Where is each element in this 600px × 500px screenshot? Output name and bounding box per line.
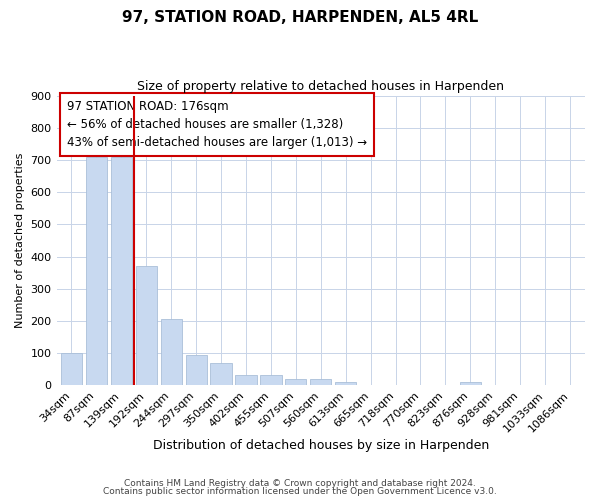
Text: 97 STATION ROAD: 176sqm
← 56% of detached houses are smaller (1,328)
43% of semi: 97 STATION ROAD: 176sqm ← 56% of detache… bbox=[67, 100, 367, 149]
Title: Size of property relative to detached houses in Harpenden: Size of property relative to detached ho… bbox=[137, 80, 504, 93]
Bar bbox=[161, 318, 182, 386]
X-axis label: Distribution of detached houses by size in Harpenden: Distribution of detached houses by size … bbox=[152, 440, 489, 452]
Text: Contains public sector information licensed under the Open Government Licence v3: Contains public sector information licen… bbox=[103, 487, 497, 496]
Y-axis label: Number of detached properties: Number of detached properties bbox=[15, 153, 25, 328]
Text: 97, STATION ROAD, HARPENDEN, AL5 4RL: 97, STATION ROAD, HARPENDEN, AL5 4RL bbox=[122, 10, 478, 25]
Bar bbox=[460, 382, 481, 386]
Bar bbox=[235, 374, 257, 386]
Bar bbox=[285, 379, 307, 386]
Bar bbox=[111, 156, 132, 386]
Bar bbox=[61, 353, 82, 386]
Bar bbox=[211, 363, 232, 386]
Bar bbox=[185, 356, 207, 386]
Bar bbox=[136, 266, 157, 386]
Bar bbox=[86, 156, 107, 386]
Bar bbox=[260, 374, 281, 386]
Bar bbox=[335, 382, 356, 386]
Text: Contains HM Land Registry data © Crown copyright and database right 2024.: Contains HM Land Registry data © Crown c… bbox=[124, 478, 476, 488]
Bar bbox=[310, 379, 331, 386]
